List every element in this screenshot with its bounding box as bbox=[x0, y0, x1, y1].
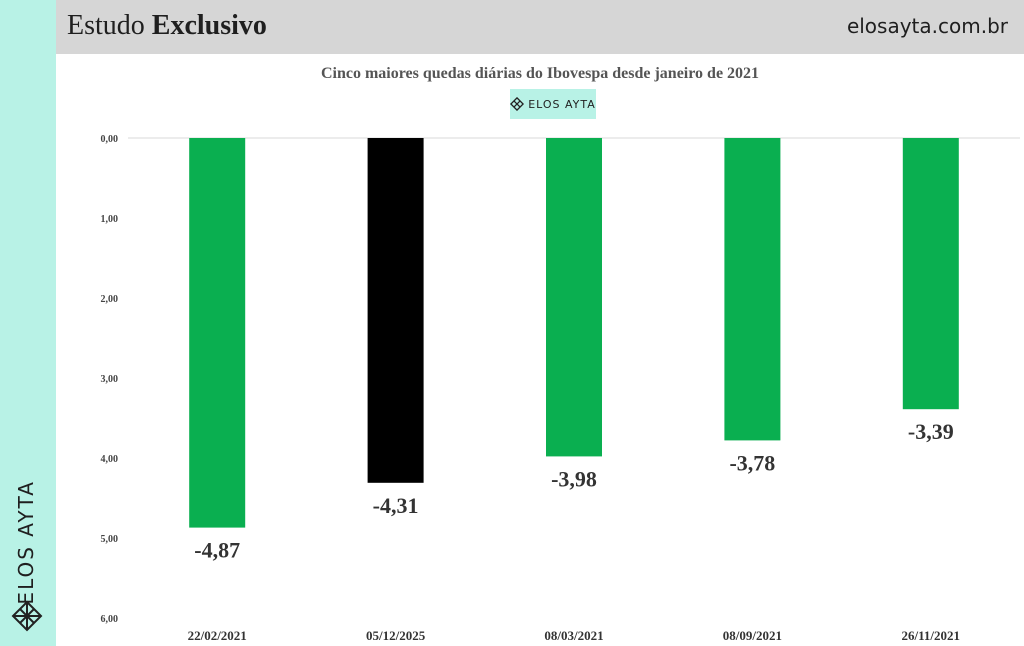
y-tick-label: 0,00 bbox=[101, 134, 119, 145]
x-tick-label: 08/09/2021 bbox=[723, 628, 782, 643]
y-tick-label: 1,00 bbox=[101, 214, 119, 225]
title-bold: Exclusivo bbox=[151, 10, 267, 41]
x-tick-label: 22/02/2021 bbox=[188, 628, 247, 643]
data-label: -3,78 bbox=[729, 450, 775, 475]
y-tick-label: 6,00 bbox=[101, 614, 119, 625]
sidebar: ELOS AYTA bbox=[0, 0, 56, 646]
chart-title: Cinco maiores quedas diárias do Ibovespa… bbox=[320, 65, 760, 82]
y-tick-label: 4,00 bbox=[101, 454, 119, 465]
data-label: -3,98 bbox=[551, 466, 597, 491]
bar bbox=[902, 138, 959, 410]
data-label: -3,39 bbox=[908, 419, 954, 444]
y-tick-label: 5,00 bbox=[101, 534, 119, 545]
bar bbox=[546, 138, 602, 457]
title-regular: Estudo bbox=[67, 10, 145, 41]
x-tick-label: 05/12/2025 bbox=[366, 628, 426, 643]
bar bbox=[367, 138, 424, 483]
data-label: -4,87 bbox=[194, 538, 240, 563]
elos-ayta-logo-icon bbox=[11, 600, 43, 632]
header-bar: Estudo Exclusivo elosayta.com.br bbox=[56, 0, 1024, 54]
x-tick-label: 26/11/2021 bbox=[902, 628, 961, 643]
y-tick-label: 2,00 bbox=[101, 294, 119, 305]
page-title: Estudo Exclusivo bbox=[67, 10, 267, 42]
brand-badge: ELOS AYTA bbox=[510, 89, 596, 119]
site-url: elosayta.com.br bbox=[846, 14, 1008, 38]
bar bbox=[724, 138, 781, 441]
bar bbox=[189, 138, 246, 528]
y-tick-label: 3,00 bbox=[101, 374, 119, 385]
x-tick-label: 08/03/2021 bbox=[544, 628, 603, 643]
badge-text: ELOS AYTA bbox=[528, 97, 596, 111]
data-label: -4,31 bbox=[373, 493, 419, 518]
elos-ayta-lattice-icon bbox=[510, 97, 525, 111]
